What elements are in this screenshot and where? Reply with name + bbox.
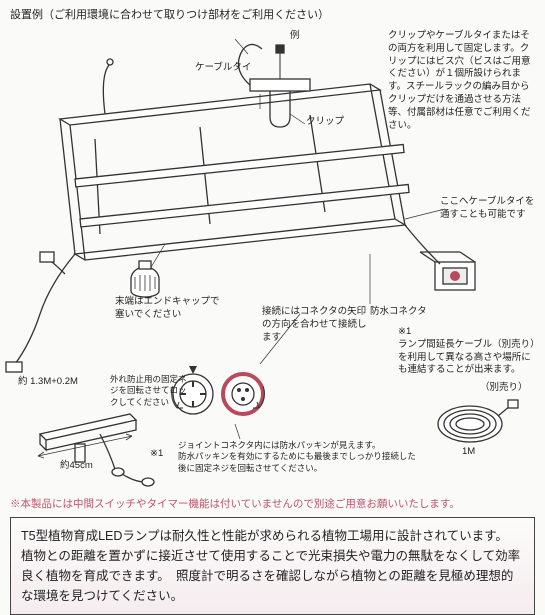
label-lock-instruction: 外れ防止用の固定ネジを回転させてロックしてください (110, 374, 192, 408)
label-connect-instruction: 接続にはコネクタの矢印の方向を合わせて接続します (262, 306, 372, 344)
label-here-cable: ここへケーブルタイを通すことも可能です (440, 196, 540, 222)
label-cable-tie: ケーブルタイ (195, 62, 251, 75)
label-forty-five: 約45cm (60, 460, 93, 473)
notice-text: ※本製品には中間スイッチやタイマー機能は付いていませんので別途ご用意お願いいたし… (0, 494, 545, 515)
label-one-m: 1M (462, 446, 475, 459)
label-sold-separately: （別売り） (480, 382, 528, 395)
diagram-area: 例 ケーブルタイ クリップ クリップやケーブルタイまたはその両方を利用して固定し… (0, 24, 545, 494)
label-cable-length: 約 1.3M+0.2M (18, 376, 78, 389)
label-star1-note: ※1 ランプ間延長ケーブル（別売り）を利用して異なる高さや場所にも連結することが… (398, 326, 538, 377)
description-box: T5型植物育成LEDランプは耐久性と性能が求められる植物工場用に設計されています… (10, 517, 535, 615)
label-example: 例 (290, 30, 300, 43)
label-star1: ※1 (150, 448, 163, 461)
label-top-right-text: クリップやケーブルタイまたはその両方を利用して固定します。クリップにはビス穴（ビ… (388, 30, 538, 133)
label-waterproof-connector: 防水コネクタ (370, 306, 427, 319)
label-joint-note: ジョイントコネクタ内には防水パッキンが見えます。 防水パッキンを有効にするために… (178, 440, 418, 474)
label-clip: クリップ (306, 116, 344, 129)
header-title: 設置例（ご利用環境に合わせて取りつけ部材をご利用ください） (0, 0, 545, 24)
label-end-cap: 末端はエンドキャップで塞いでください (115, 296, 225, 322)
